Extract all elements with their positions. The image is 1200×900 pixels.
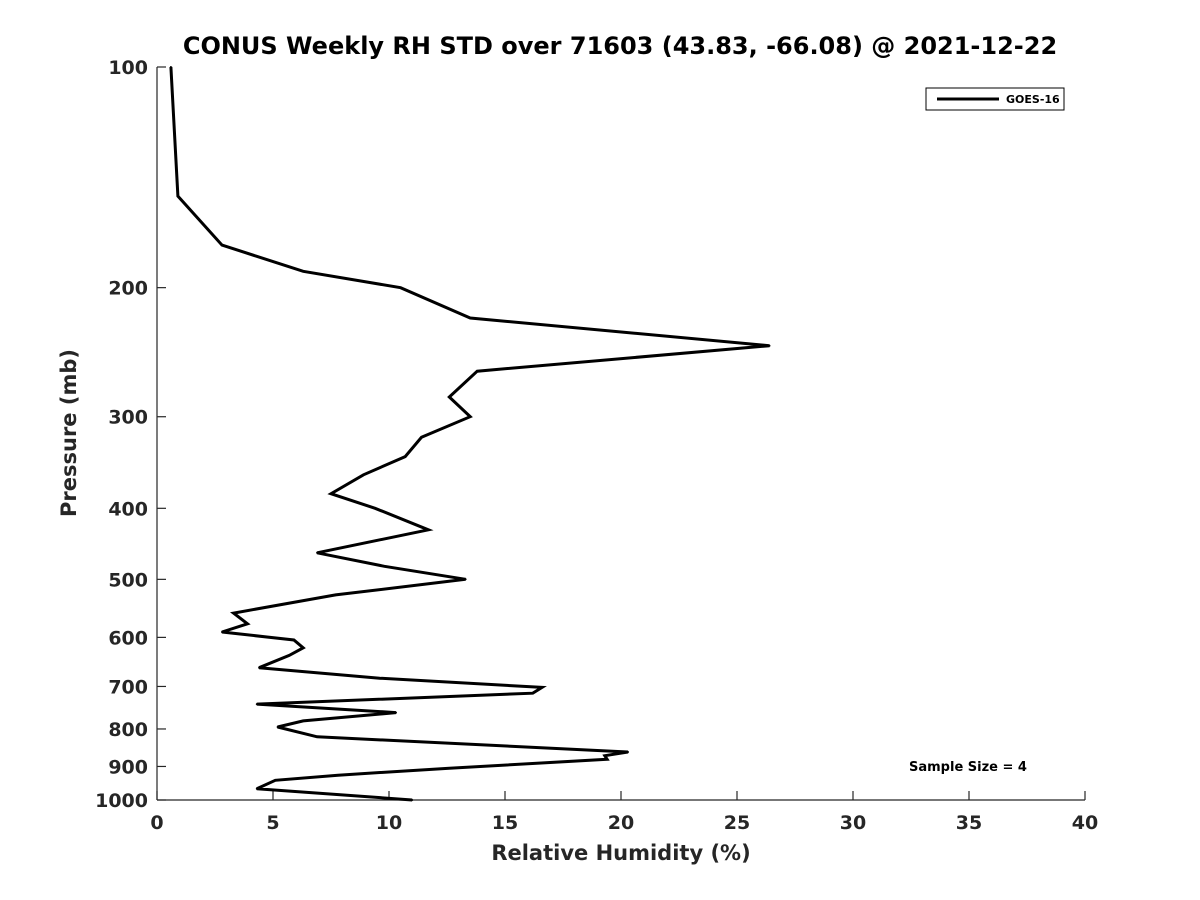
data-point [627,751,629,753]
y-tick-label: 400 [108,498,148,520]
data-point [395,711,397,714]
x-tick-label: 0 [150,812,163,834]
data-point [316,735,319,738]
data-point [464,578,467,581]
y-tick-label: 100 [108,57,148,79]
data-point [334,593,337,596]
x-tick-label: 35 [956,812,982,834]
data-point [221,631,223,633]
data-point [330,492,332,495]
x-tick-label: 15 [492,812,518,834]
y-tick-label: 700 [108,676,148,698]
series-layer [169,66,771,802]
data-point [255,703,258,706]
data-point [383,565,386,568]
series-line-goes-16 [169,66,770,802]
data-point [374,507,377,510]
data-point [427,528,430,531]
legend-label-goes-16: GOES-16 [1006,93,1060,106]
data-point [411,799,414,801]
data-point [232,612,235,615]
data-point [531,692,534,695]
x-tick-label: 30 [840,812,866,834]
data-point [603,754,606,757]
data-point [274,779,277,782]
data-point [606,758,609,761]
x-axis-label: Relative Humidity (%) [491,841,750,865]
y-tick-label: 900 [108,756,148,778]
data-point [448,767,451,770]
data-point [420,436,423,439]
data-point [768,344,771,347]
y-tick-label: 300 [108,407,148,429]
data-point [316,551,319,554]
data-point [541,686,544,689]
data-point [399,286,402,289]
legend: GOES-16 [925,87,1065,111]
y-tick-label: 600 [108,627,148,649]
tick-marks: 0 5 10 15 20 25 30 35 40 100 200 300 400 500 600 700 800… [95,57,1098,834]
data-point [255,787,258,790]
data-point [276,726,279,728]
data-point [258,666,261,669]
data-point [337,774,339,777]
data-point [169,66,172,68]
y-tick-label: 500 [108,569,148,591]
data-point [302,646,305,649]
data-point [176,195,179,198]
axes [156,67,1085,801]
data-point [476,370,479,373]
chart-title: CONUS Weekly RH STD over 71603 (43.83, -… [183,32,1057,60]
data-point [302,719,305,722]
x-tick-label: 5 [266,812,279,834]
y-tick-label: 800 [108,719,148,741]
data-point [246,622,249,625]
y-tick-label: 200 [108,278,148,300]
y-axis-label: Pressure (mb) [57,349,81,517]
data-point [378,677,381,680]
y-tick-label: 1000 [95,790,148,812]
x-tick-label: 40 [1072,812,1098,834]
x-tick-label: 25 [724,812,750,834]
data-point [469,317,472,319]
data-point [292,639,295,641]
data-point [221,244,223,247]
data-point [448,396,451,398]
data-point [362,473,365,476]
data-point [469,415,472,418]
data-point [302,270,305,273]
data-point [404,455,407,458]
x-tick-label: 20 [608,812,634,834]
x-tick-label: 10 [376,812,402,834]
data-point [288,654,291,657]
sample-size-annotation: Sample Size = 4 [909,760,1027,775]
